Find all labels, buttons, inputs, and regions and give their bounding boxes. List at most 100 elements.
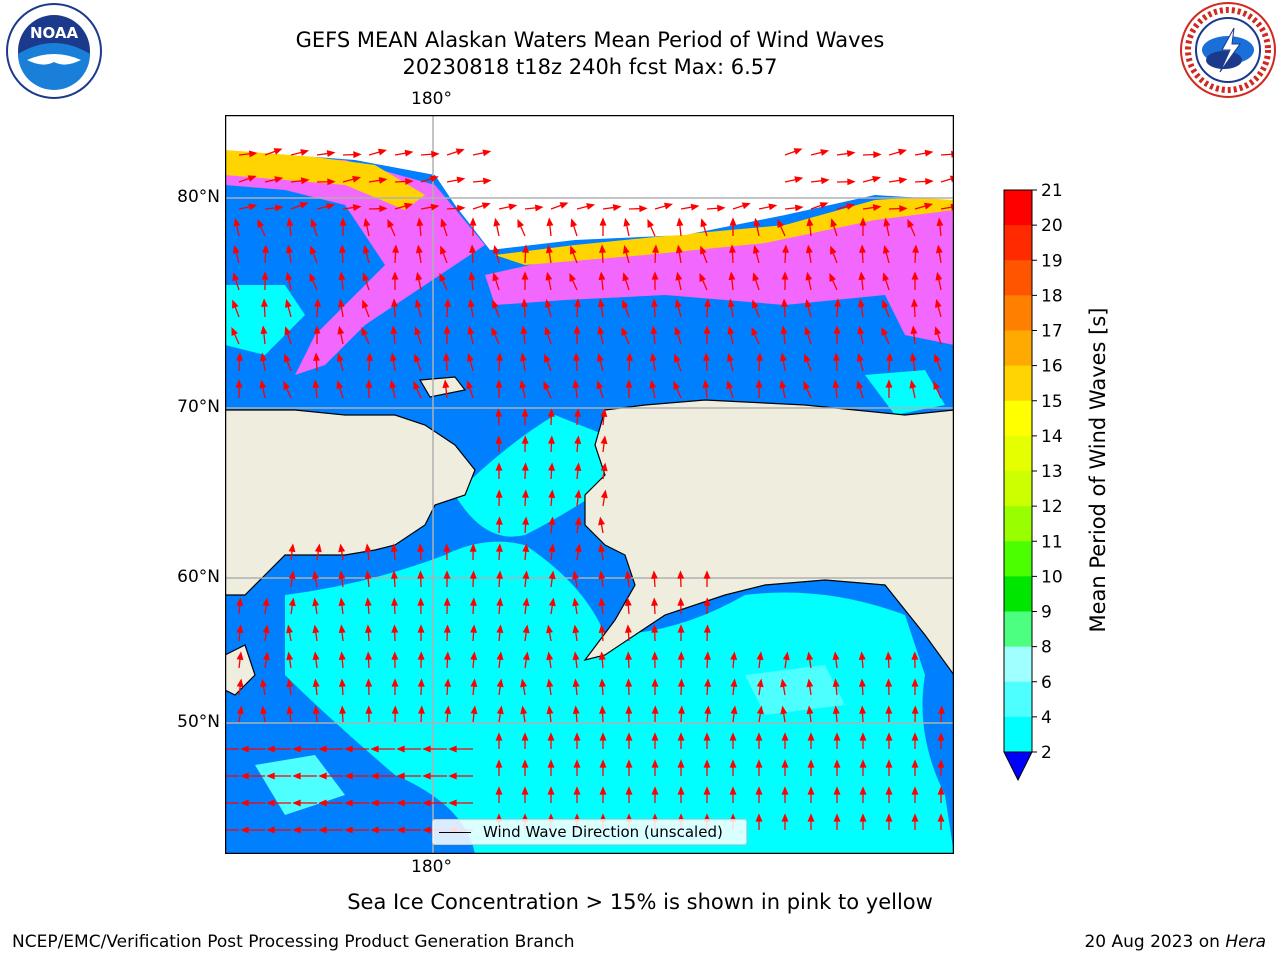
wind-wave-arrow-head xyxy=(599,759,607,768)
wind-wave-arrow-head xyxy=(266,799,275,807)
wind-wave-arrow-head xyxy=(781,759,789,768)
wind-wave-arrow-head xyxy=(361,326,368,336)
wind-wave-arrow-head xyxy=(830,245,837,255)
wind-wave-arrow-head xyxy=(856,380,864,390)
wind-wave-arrow-head xyxy=(807,732,815,741)
wind-wave-arrow-head xyxy=(336,380,344,390)
wind-wave-arrow-head xyxy=(403,202,413,210)
wind-wave-arrow-head xyxy=(337,298,345,308)
lon-label-bottom: 180° xyxy=(411,857,452,877)
wind-wave-arrow-head xyxy=(496,705,504,715)
colorbar-tick-label: 6 xyxy=(1041,673,1052,693)
colorbar-bin xyxy=(1004,471,1032,507)
wind-wave-arrow-head xyxy=(859,759,867,768)
wind-wave-arrow-head xyxy=(260,678,267,688)
wind-wave-arrow-head xyxy=(885,678,893,687)
wind-wave-arrow-head xyxy=(780,325,788,335)
wind-wave-arrow-head xyxy=(730,651,738,660)
wind-wave-arrow-head xyxy=(781,732,789,741)
wind-wave-arrow-head xyxy=(677,786,685,795)
wind-wave-arrow-head xyxy=(236,678,244,688)
wind-wave-arrow-head xyxy=(429,175,439,183)
wind-wave-arrow-head xyxy=(805,244,813,254)
wind-wave-arrow-head xyxy=(911,813,919,822)
wind-wave-arrow-head xyxy=(899,205,908,213)
wind-wave-arrow-head xyxy=(781,786,789,795)
wind-wave-arrow-head xyxy=(847,178,856,186)
wind-wave-arrow-head xyxy=(650,325,658,335)
wind-wave-arrow-head xyxy=(259,352,267,362)
wind-wave-arrow-head xyxy=(391,597,399,606)
wind-wave-arrow-head xyxy=(728,271,736,281)
wind-wave-arrow-head xyxy=(520,298,528,307)
wind-wave-arrow-head xyxy=(470,624,478,633)
wind-wave-arrow-head xyxy=(651,678,659,687)
wind-wave-arrow-head xyxy=(833,759,841,768)
wind-wave-arrow-head xyxy=(544,326,552,336)
wind-wave-arrow-head xyxy=(674,298,682,308)
wind-wave-arrow-head xyxy=(517,218,524,228)
wind-wave-arrow-head xyxy=(519,352,527,362)
wind-wave-arrow-head xyxy=(396,745,405,753)
colorbar-tick-label: 19 xyxy=(1041,251,1063,271)
wind-wave-arrow-head xyxy=(495,759,503,768)
wind-wave-arrow-head xyxy=(833,786,841,795)
wind-wave-arrow-head xyxy=(677,597,685,606)
wind-wave-arrow-head xyxy=(768,203,778,211)
wind-wave-arrow-head xyxy=(548,489,556,498)
producer-credit: NCEP/EMC/Verification Post Processing Pr… xyxy=(12,932,575,952)
wind-wave-arrow-head xyxy=(443,624,451,633)
wind-wave-arrow-head xyxy=(469,597,477,606)
wind-wave-arrow-head xyxy=(703,651,711,660)
lat-label-50n: 50°N xyxy=(177,712,220,732)
wind-wave-arrow-head xyxy=(389,352,397,362)
land xyxy=(224,376,955,696)
wind-wave-arrow-head xyxy=(370,745,379,753)
wind-wave-arrow-head xyxy=(882,244,890,254)
wind-wave-arrow-head xyxy=(885,786,893,795)
wind-wave-arrow-head xyxy=(262,244,270,253)
colorbar-tick-label: 12 xyxy=(1041,497,1063,517)
wind-wave-arrow-head xyxy=(440,218,448,228)
wind-wave-arrow-head xyxy=(260,325,268,335)
wind-wave-arrow-head xyxy=(543,380,550,390)
wind-wave-arrow-head xyxy=(858,244,866,253)
wind-wave-arrow-head xyxy=(704,678,712,687)
wind-wave-arrow-head xyxy=(390,570,398,579)
wind-wave-arrow-head xyxy=(934,326,942,336)
wind-wave-arrow-head xyxy=(793,148,803,155)
wind-wave-arrow-head xyxy=(782,651,790,661)
wind-wave-arrow-head xyxy=(859,813,867,822)
wind-wave-arrow-head xyxy=(344,799,353,807)
wind-wave-arrow-head xyxy=(364,597,372,606)
wind-wave-arrow-head xyxy=(363,217,371,227)
wind-wave-arrow-head xyxy=(911,678,919,687)
wind-wave-arrow-head xyxy=(807,759,815,768)
colorbar-tick-label: 17 xyxy=(1041,322,1063,342)
wind-wave-arrow-head xyxy=(885,379,893,388)
wind-wave-arrow-head xyxy=(470,705,478,715)
wind-wave-arrow-head xyxy=(832,705,840,714)
wind-wave-arrow-head xyxy=(362,244,370,254)
wind-wave-arrow-head xyxy=(547,408,555,417)
wind-wave-arrow-head xyxy=(314,543,322,553)
wind-wave-arrow-head xyxy=(829,272,836,282)
wind-wave-arrow-head xyxy=(598,597,606,607)
wind-wave-arrow-head xyxy=(292,799,301,807)
chart-title: GEFS MEAN Alaskan Waters Mean Period of … xyxy=(295,28,885,52)
wind-wave-arrow-head xyxy=(519,379,527,389)
wind-wave-arrow-head xyxy=(326,150,336,158)
wind-wave-arrow-head xyxy=(846,203,856,210)
wind-wave-arrow-head xyxy=(415,244,423,254)
wind-wave-arrow-head xyxy=(266,826,275,834)
wind-wave-arrow-head xyxy=(496,570,504,579)
wind-wave-arrow-head xyxy=(442,379,450,389)
wind-wave-arrow-head xyxy=(703,759,711,768)
wind-wave-arrow-head xyxy=(546,217,554,227)
wind-wave-arrow-head xyxy=(522,244,530,253)
wind-wave-arrow-head xyxy=(596,352,604,362)
wind-wave-arrow-head xyxy=(442,352,450,361)
wind-wave-arrow-head xyxy=(318,745,327,753)
wind-wave-arrow-head xyxy=(898,176,908,184)
wind-wave-arrow-head xyxy=(703,732,711,741)
